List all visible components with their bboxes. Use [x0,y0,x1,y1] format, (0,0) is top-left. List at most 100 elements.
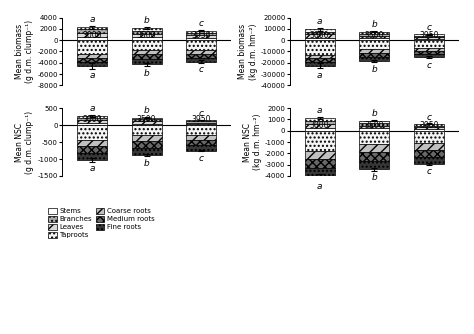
Text: 3950: 3950 [419,30,439,39]
Text: a: a [89,164,95,173]
Bar [305,55,335,58]
Text: c: c [427,167,431,176]
Text: 3950: 3950 [191,30,211,39]
Bar [305,168,335,177]
Bar [77,37,107,40]
Bar [77,40,107,54]
Text: 3500: 3500 [365,30,384,39]
Bar [131,124,162,125]
Bar [359,123,389,126]
Text: c: c [427,113,431,122]
Bar [77,58,107,62]
Bar [359,49,389,52]
Bar [359,52,389,56]
Bar [186,120,216,121]
Bar [305,32,335,34]
Bar [77,123,107,125]
Text: a: a [89,15,95,24]
Bar [186,145,216,151]
Bar [305,40,335,55]
Text: b: b [372,173,377,182]
Text: 3950: 3950 [419,121,439,130]
Text: c: c [427,60,431,69]
Bar [305,62,335,65]
Text: a: a [317,182,322,191]
Bar [77,146,107,153]
Text: a: a [317,71,322,80]
Text: b: b [144,107,149,116]
Bar [186,121,216,123]
Bar [305,118,335,121]
Bar [77,116,107,118]
Bar [131,40,162,50]
Bar [305,151,335,159]
Bar [186,33,216,35]
Bar [414,131,444,143]
Bar [77,125,107,140]
Text: a: a [89,71,95,80]
Bar [131,34,162,37]
Bar [359,161,389,169]
Text: a: a [317,17,322,26]
Bar [305,121,335,124]
Bar [186,58,216,62]
Bar [186,30,216,33]
Bar [186,135,216,140]
Text: 3500: 3500 [365,121,384,130]
Bar [131,30,162,34]
Text: 3000: 3000 [310,30,329,39]
Bar [414,36,444,37]
Text: 3500: 3500 [137,116,156,125]
Text: 3000: 3000 [82,116,101,125]
Text: c: c [427,23,431,32]
Bar [414,129,444,131]
Text: c: c [199,109,204,118]
Bar [305,131,335,151]
Bar [359,36,389,38]
Bar [77,33,107,37]
Bar [131,59,162,64]
Bar [77,29,107,33]
Bar [305,38,335,40]
Bar [131,50,162,54]
Text: c: c [199,154,204,163]
Bar [131,120,162,121]
Bar [186,54,216,58]
Bar [359,126,389,129]
Text: 3000: 3000 [310,121,329,130]
Bar [414,40,444,48]
Bar [414,150,444,157]
Bar [77,118,107,120]
Bar [305,29,335,32]
Bar [186,124,216,125]
Text: b: b [144,68,149,77]
Bar [414,54,444,57]
Text: b: b [372,109,377,118]
Bar [131,141,162,148]
Bar [414,127,444,129]
Text: b: b [144,16,149,25]
Bar [77,27,107,29]
Bar [359,144,389,152]
Bar [77,54,107,58]
Text: 3950: 3950 [191,116,211,125]
Bar [414,34,444,36]
Bar [186,140,216,145]
Text: a: a [89,104,95,113]
Bar [359,34,389,36]
Bar [414,39,444,40]
Bar [359,56,389,61]
Bar [414,48,444,51]
Bar [131,54,162,59]
Text: 3000: 3000 [82,30,101,39]
Legend: Stems, Branches, Leaves, Taproots, Coarse roots, Medium roots, Fine roots: Stems, Branches, Leaves, Taproots, Coars… [48,208,155,238]
Bar [186,125,216,135]
Text: a: a [317,106,322,115]
Bar [186,50,216,54]
Y-axis label: Mean biomass
(g d.m. clump⁻¹): Mean biomass (g d.m. clump⁻¹) [15,20,35,83]
Bar [359,129,389,131]
Bar [186,38,216,40]
Bar [414,37,444,39]
Bar [305,159,335,168]
Bar [131,148,162,155]
